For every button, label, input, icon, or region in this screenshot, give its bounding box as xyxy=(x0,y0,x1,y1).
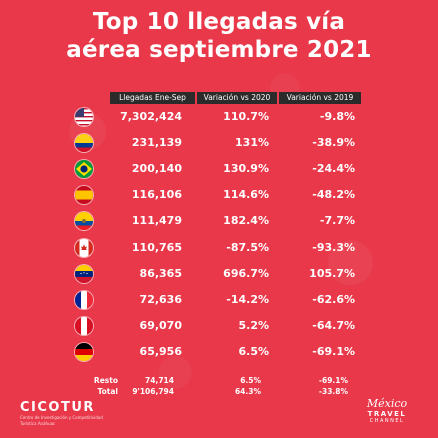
column-header-llegadas: Llegadas Ene-Sep xyxy=(110,92,195,104)
cell-var-2020: 6.5% xyxy=(238,344,269,358)
cell-llegadas: 231,139 xyxy=(131,136,182,150)
spain-flag-icon xyxy=(75,186,93,205)
cell-llegadas: 72,636 xyxy=(139,292,182,306)
cell-var-2019: -64.7% xyxy=(312,318,355,332)
cell-llegadas: 200,140 xyxy=(131,162,182,176)
cell-var-2019: -93.3% xyxy=(312,240,355,254)
usa-flag-icon xyxy=(75,108,93,126)
table-row: 72,636 -14.2% -62.6% xyxy=(0,290,438,310)
ecuador-flag-icon xyxy=(75,212,93,231)
table-row: 116,106 114.6% -48.2% xyxy=(0,185,438,205)
summary-label: Total xyxy=(97,387,119,396)
cicotur-logo-tagline: Centro de Investigación y Competitividad… xyxy=(20,415,103,426)
cell-var-2019: -7.7% xyxy=(319,214,355,228)
cell-llegadas: 65,956 xyxy=(139,344,182,358)
cell-llegadas: 86,365 xyxy=(139,266,182,280)
cell-var-2019: -69.1% xyxy=(312,344,355,358)
cell-var-2020: 130.9% xyxy=(223,162,269,176)
cell-var-2020: -14.2% xyxy=(226,292,269,306)
table-row: 7,302,424 110.7% -9.8% xyxy=(0,107,438,127)
france-flag-icon xyxy=(75,290,93,309)
summary-var-2020: 6.5% xyxy=(240,376,261,385)
germany-flag-icon xyxy=(75,342,93,361)
cell-llegadas: 110,765 xyxy=(131,240,182,254)
cell-var-2019: 105.7% xyxy=(309,266,355,280)
mexico-travel-channel-logo: México TRAVEL CHANNEL xyxy=(352,398,422,434)
cell-llegadas: 69,070 xyxy=(139,318,182,332)
cell-var-2020: 131% xyxy=(235,136,269,150)
logo-mexico-text: México xyxy=(366,397,408,410)
summary-label: Resto xyxy=(93,376,118,385)
table-row: 65,956 6.5% -69.1% xyxy=(0,342,438,362)
summary-var-2019: -33.8% xyxy=(318,387,348,396)
cell-llegadas: 116,106 xyxy=(131,188,182,202)
cell-var-2020: 5.2% xyxy=(238,318,269,332)
summary-llegadas: 74,714 xyxy=(145,376,174,385)
summary-var-2020: 64.3% xyxy=(234,387,261,396)
summary-row: Resto 74,714 6.5% -69.1% xyxy=(0,375,438,387)
table-row: 69,070 5.2% -64.7% xyxy=(0,316,438,336)
cell-var-2020: 110.7% xyxy=(223,110,269,123)
table-row: 86,365 696.7% 105.7% xyxy=(0,264,438,284)
table-row: 111,479 182.4% -7.7% xyxy=(0,211,438,231)
logo-travel-text: TRAVEL xyxy=(367,410,407,418)
cell-var-2019: -24.4% xyxy=(312,162,355,176)
summary-llegadas: 9'106,794 xyxy=(132,387,174,396)
page-title: Top 10 llegadas vía aérea septiembre 202… xyxy=(0,8,438,64)
logo-channel-text: CHANNEL xyxy=(369,418,405,424)
cicotur-logo: CICOTUR Centro de Investigación y Compet… xyxy=(20,401,110,431)
peru-flag-icon xyxy=(75,316,93,335)
column-header-var-2019: Variación vs 2019 xyxy=(279,92,361,104)
cell-var-2020: 182.4% xyxy=(223,214,269,228)
cell-llegadas: 111,479 xyxy=(131,214,182,228)
cell-var-2019: -48.2% xyxy=(312,188,355,202)
summary-row: Total 9'106,794 64.3% -33.8% xyxy=(0,386,438,398)
cell-var-2019: -9.8% xyxy=(319,110,355,123)
cell-llegadas: 7,302,424 xyxy=(120,110,182,123)
cell-var-2020: 696.7% xyxy=(223,266,269,280)
brazil-flag-icon xyxy=(75,160,93,179)
title-line-2: aérea septiembre 2021 xyxy=(66,37,372,63)
cell-var-2019: -38.9% xyxy=(312,136,355,150)
cell-var-2020: 114.6% xyxy=(223,188,269,202)
table-row: 200,140 130.9% -24.4% xyxy=(0,159,438,179)
summary-var-2019: -69.1% xyxy=(318,376,348,385)
title-line-1: Top 10 llegadas vía xyxy=(92,9,346,35)
table-row: 231,139 131% -38.9% xyxy=(0,133,438,153)
canada-flag-icon xyxy=(75,238,93,257)
venezuela-flag-icon xyxy=(75,264,93,283)
column-header-var-2020: Variación vs 2020 xyxy=(197,92,277,104)
cell-var-2020: -87.5% xyxy=(226,240,269,254)
table-row: 110,765 -87.5% -93.3% xyxy=(0,238,438,258)
cicotur-logo-name: CICOTUR xyxy=(20,400,95,415)
cell-var-2019: -62.6% xyxy=(312,292,355,306)
colombia-flag-icon xyxy=(75,134,93,153)
